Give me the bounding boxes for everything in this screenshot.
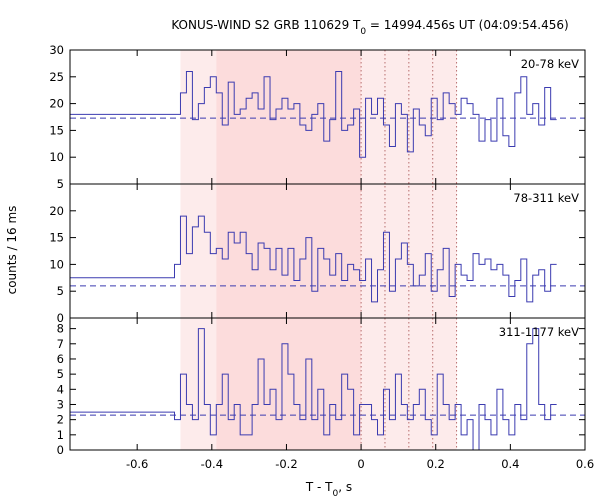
- x-tick-label: -0.6: [126, 457, 148, 471]
- y-tick-label: 6: [57, 352, 64, 366]
- x-tick-label: 0.4: [501, 457, 519, 471]
- x-tick-label: -0.4: [201, 457, 223, 471]
- band-label-panel-1: 78-311 keV: [513, 191, 579, 205]
- x-axis-label: T - T0, s: [305, 480, 352, 499]
- y-tick-label: 1: [57, 428, 64, 442]
- y-tick-label: 15: [49, 123, 64, 137]
- chart-title: KONUS-WIND S2 GRB 110629 T0 = 14994.456s…: [171, 18, 568, 37]
- band-label-panel-2: 311-1177 keV: [499, 325, 579, 339]
- y-tick-label: 5: [57, 284, 64, 298]
- x-tick-label: 0.2: [427, 457, 445, 471]
- y-tick-label: 10: [49, 257, 64, 271]
- y-tick-label: 8: [57, 322, 64, 336]
- band-label-panel-0: 20-78 keV: [521, 57, 579, 71]
- y-tick-label: 4: [57, 382, 64, 396]
- series-line-panel-2: [70, 328, 557, 451]
- y-tick-label: 15: [49, 231, 64, 245]
- y-tick-label: 3: [57, 397, 64, 411]
- y-tick-label: 5: [57, 367, 64, 381]
- y-tick-label: 5: [57, 177, 64, 191]
- y-tick-label: 20: [49, 97, 64, 111]
- panel-frames: 20-78 keV 78-311 keV 311-1177 keV: [69, 49, 586, 451]
- background-levels: [70, 117, 585, 416]
- shaded-intervals: [180, 50, 457, 450]
- y-tick-label: 20: [49, 204, 64, 218]
- y-tick-label: 0: [57, 311, 64, 325]
- vertical-marker-lines: [360, 50, 458, 450]
- series-line-panel-1: [70, 215, 557, 303]
- y-tick-label: 10: [49, 150, 64, 164]
- series-line-panel-0: [70, 70, 557, 158]
- y-tick-label: 30: [49, 43, 64, 57]
- panel-frame-2: [69, 317, 586, 451]
- x-tick-label: 0: [357, 457, 364, 471]
- y-axis-label: counts / 16 ms: [5, 206, 19, 295]
- y-tick-label: 0: [57, 443, 64, 457]
- x-tick-label: -0.2: [275, 457, 297, 471]
- y-tick-label: 25: [49, 70, 64, 84]
- y-tick-label: 7: [57, 337, 64, 351]
- x-tick-label: 0.6: [576, 457, 594, 471]
- y-tick-label: 2: [57, 413, 64, 427]
- count-series: [70, 70, 557, 451]
- shaded-interval-1: [216, 50, 362, 450]
